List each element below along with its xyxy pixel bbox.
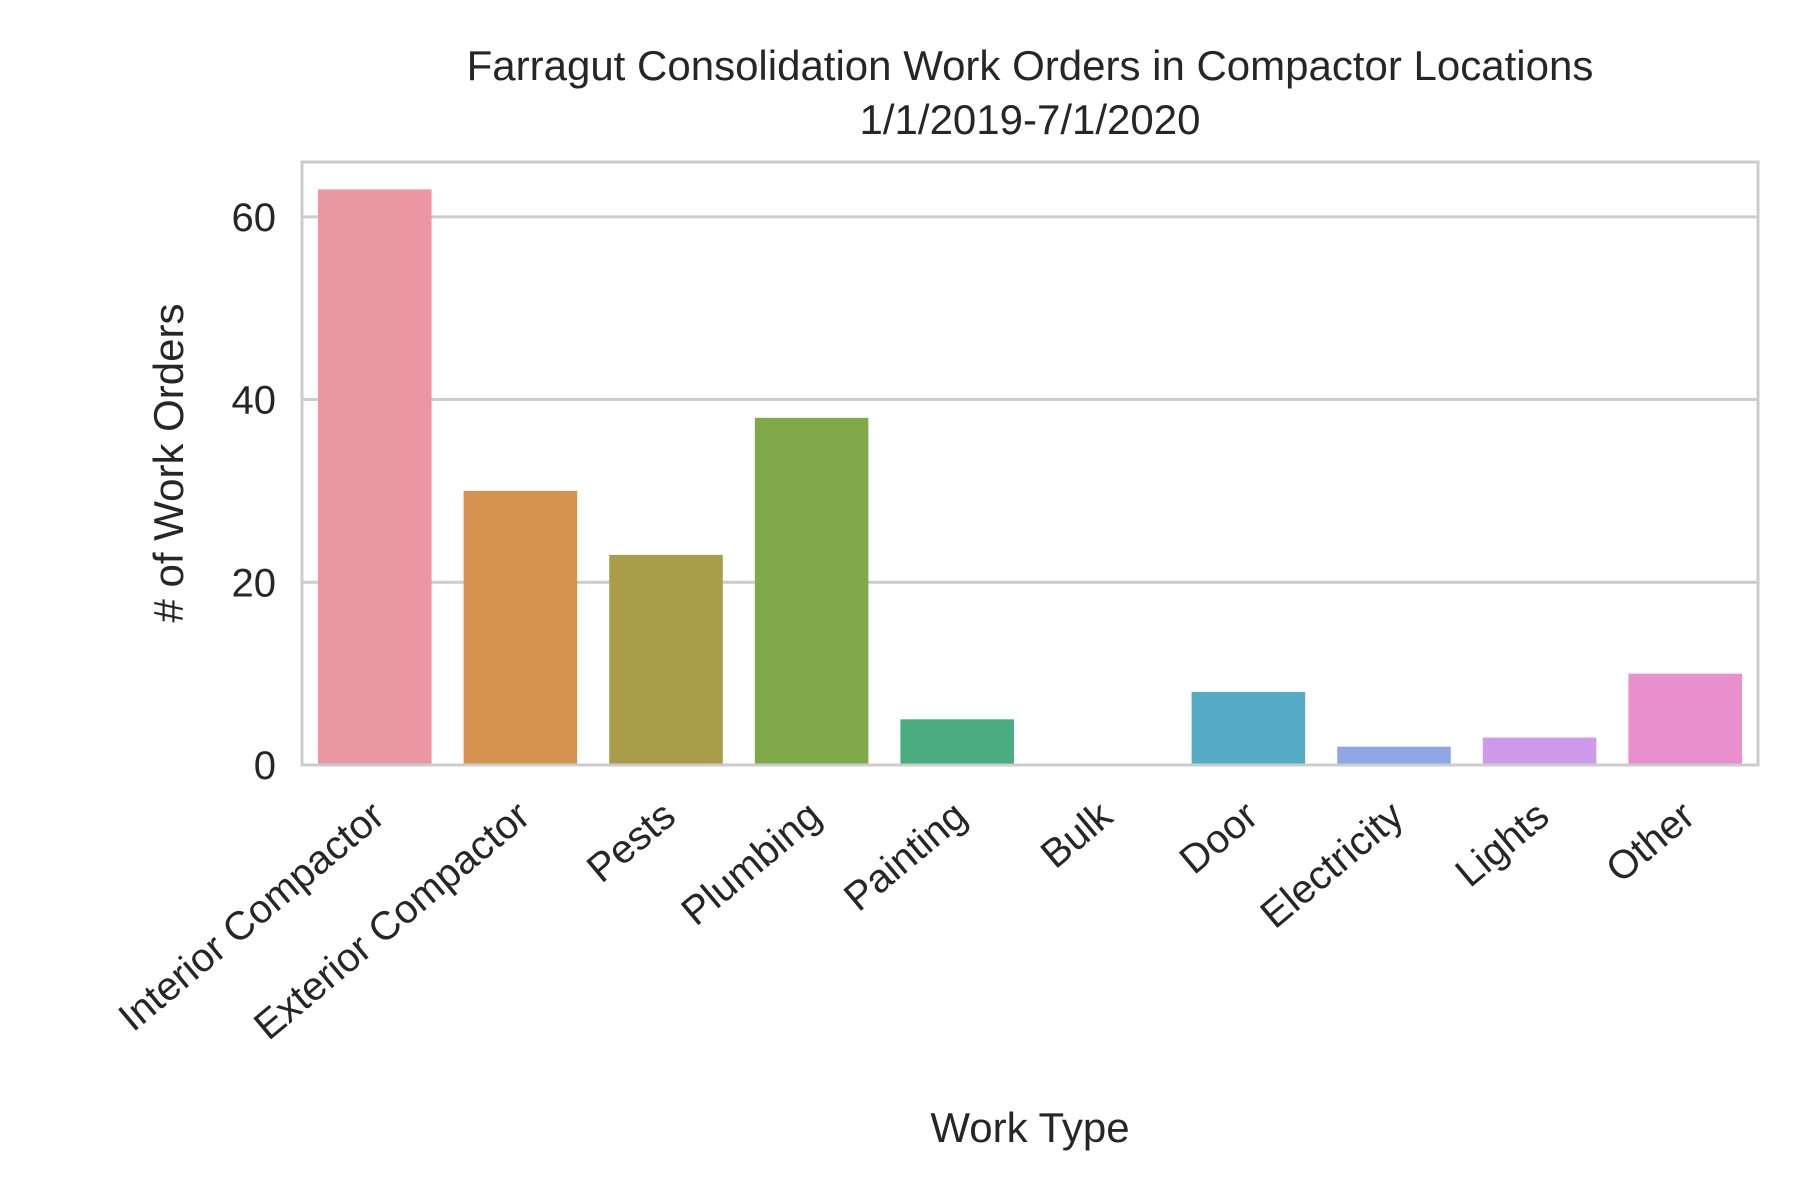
bar-electricity	[1337, 746, 1451, 765]
plot-frame	[300, 160, 1760, 767]
bars	[318, 189, 1742, 766]
y-tick-labels: 0 20 40 60	[232, 196, 277, 788]
bar-exterior-compactor	[463, 490, 578, 765]
x-tick-label: Bulk	[1033, 793, 1122, 877]
bar-interior-compactor	[318, 189, 432, 766]
x-tick-label: Interior Compactor	[111, 793, 393, 1040]
bar-painting	[900, 719, 1014, 765]
y-tick-label: 60	[232, 196, 277, 240]
x-axis-label: Work Type	[930, 1104, 1129, 1151]
x-tick-label: Other	[1598, 793, 1703, 891]
y-tick-label: 40	[232, 379, 277, 423]
y-tick-label: 0	[254, 744, 276, 788]
x-tick-label: Exterior Compactor	[246, 793, 538, 1048]
x-tick-label: Lights	[1447, 793, 1557, 895]
bar-pests	[609, 554, 723, 765]
x-tick-label: Pests	[579, 793, 684, 891]
chart-subtitle: 1/1/2019-7/1/2020	[860, 96, 1201, 143]
chart-title: Farragut Consolidation Work Orders in Co…	[467, 42, 1594, 89]
y-tick-label: 20	[232, 561, 277, 605]
bar-other	[1628, 673, 1742, 765]
x-tick-label: Electricity	[1252, 793, 1411, 937]
bar-lights	[1482, 737, 1597, 765]
x-tick-label: Door	[1171, 793, 1266, 882]
x-tick-label: Plumbing	[673, 793, 829, 934]
bar-plumbing	[754, 417, 869, 765]
bar-door	[1191, 691, 1306, 765]
y-axis-label: # of Work Orders	[145, 304, 192, 623]
x-tick-label: Painting	[836, 793, 975, 920]
